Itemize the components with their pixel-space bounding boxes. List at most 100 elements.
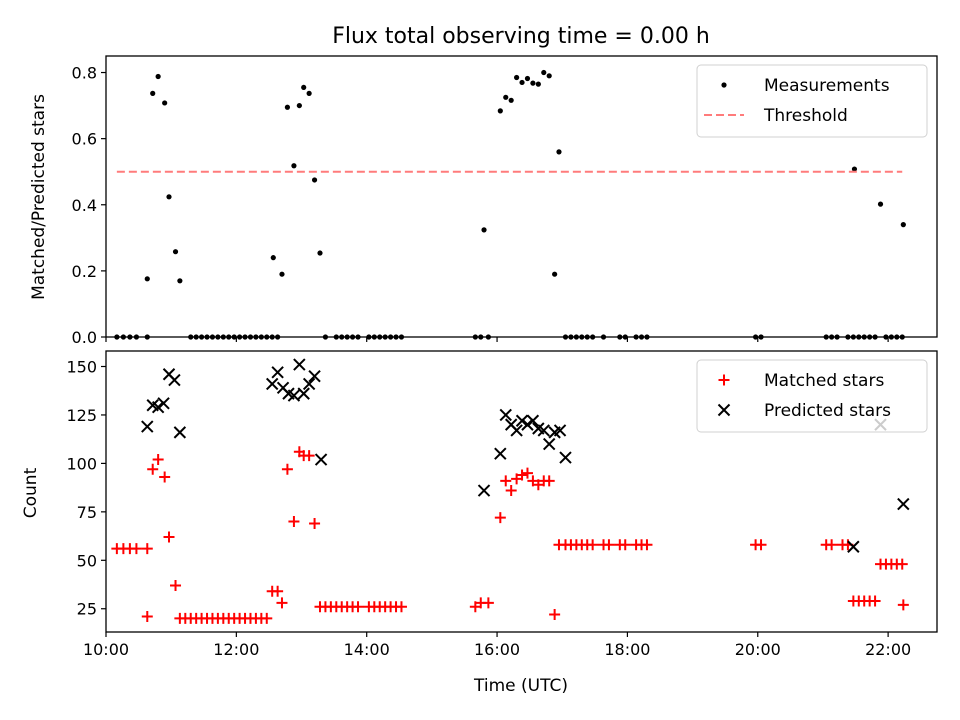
matched-star-point [516,469,528,481]
matched-star-point [141,610,153,622]
matched-star-point [482,597,494,609]
predicted-star-point [521,418,534,431]
predicted-star-point [314,453,328,466]
bottom-legend-box [696,359,928,433]
predicted-star-point [293,358,306,371]
matched-star-point [869,595,881,607]
matched-star-point [505,485,517,497]
predicted-star-point [542,437,556,451]
matched-star-point [521,467,533,479]
predicted-star-point [537,424,550,437]
x-tick-label: 12:00 [213,640,259,659]
predicted-star-point [157,397,170,410]
predicted-star-point [308,369,321,383]
measurement-point [162,100,168,106]
measurement-point [514,74,520,81]
measurement-point [535,81,541,87]
measurement-point [497,108,503,114]
matched-star-point [130,543,142,555]
measurement-point [301,84,307,91]
legend-label: Matched stars [764,371,884,391]
x-tick-label: 14:00 [344,640,390,659]
legend-plus-marker [718,374,730,386]
matched-star-point [159,471,171,483]
measurement-point [311,177,318,183]
matched-star-point [261,612,273,624]
top-axes-frame [105,55,938,338]
bottom-plot-area [111,358,910,624]
matched-star-point [603,539,615,551]
x-tick-label: 18:00 [604,640,650,659]
predicted-star-point [897,497,910,511]
matched-star-point [352,601,364,613]
predicted-star-point [297,387,310,400]
top-y-tick-label: 0.6 [72,130,97,149]
measurement-point [851,166,858,172]
bottom-panel: 10:00 12:00 14:00 16:00 18:00 20:00 22:00 25 50 7… [21,350,938,659]
bottom-y-tick-label: 25 [77,600,97,619]
matched-star-point [288,516,300,528]
measurement-point [530,80,536,86]
legend-x-marker [717,403,731,417]
measurement-point [541,69,547,76]
top-y-tick-label: 0.4 [72,196,97,215]
measurement-point [270,255,276,261]
top-legend: Measurements Threshold [696,64,928,138]
matched-star-point [494,512,506,524]
predicted-star-point [287,389,301,402]
top-plot-area [114,69,906,340]
matched-star-point [826,539,838,551]
predicted-star-point [477,484,491,497]
matched-star-point [163,531,175,543]
measurement-point [519,79,525,86]
matched-star-point [303,450,315,462]
legend-label: Predicted stars [764,401,891,421]
matched-star-point [141,543,153,555]
matched-star-point [500,475,512,487]
measurement-point [546,73,552,79]
measurement-point [508,97,514,103]
measurement-point [900,222,906,228]
matched-star-point [276,597,288,609]
top-y-tick-label: 0.8 [72,64,97,83]
predicted-star-point [151,400,165,414]
measurement-point [877,201,884,207]
measurement-point [150,90,156,96]
predicted-star-point [168,373,181,387]
bottom-legend: Matched stars Predicted stars [696,359,928,433]
measurement-point [284,104,291,110]
x-tick-label: 10:00 [83,640,129,659]
matched-star-point [543,475,555,487]
matched-star-point [896,558,908,570]
x-axis-label: Time (UTC) [473,676,568,696]
top-ticks: 0.0 0.2 0.4 0.6 0.8 [72,64,889,347]
top-legend-box [696,64,928,138]
bottom-y-tick-label: 75 [77,503,97,522]
predicted-star-point [499,408,512,422]
predicted-star-point [510,424,523,437]
legend-label: Measurements [764,76,890,96]
legend-label: Threshold [763,106,848,126]
predicted-star-point [302,377,316,391]
predicted-star-point [265,377,279,391]
x-tick-label: 20:00 [735,640,781,659]
top-ylabel: Matched/Predicted stars [29,94,49,300]
predicted-star-point [141,420,154,433]
measurement-point [144,276,150,282]
measurement-point [291,163,297,169]
matched-star-point [281,463,293,475]
bottom-y-tick-label: 150 [66,358,97,377]
measurement-point [306,90,312,96]
bottom-y-tick-label: 100 [66,454,97,473]
predicted-star-point [847,540,860,553]
top-panel: 0.00.20.40.60.8 Matched/Predicted stars … [29,55,938,347]
predicted-star-point [559,451,572,464]
measurement-point [279,271,285,277]
bottom-ylabel: Count [21,467,41,518]
measurement-point [317,250,323,256]
predicted-star-point [515,414,529,427]
bottom-y-tick-label: 50 [77,551,97,570]
matched-star-point [272,585,284,597]
figure-title: Flux total observing time = 0.00 h [332,24,710,49]
